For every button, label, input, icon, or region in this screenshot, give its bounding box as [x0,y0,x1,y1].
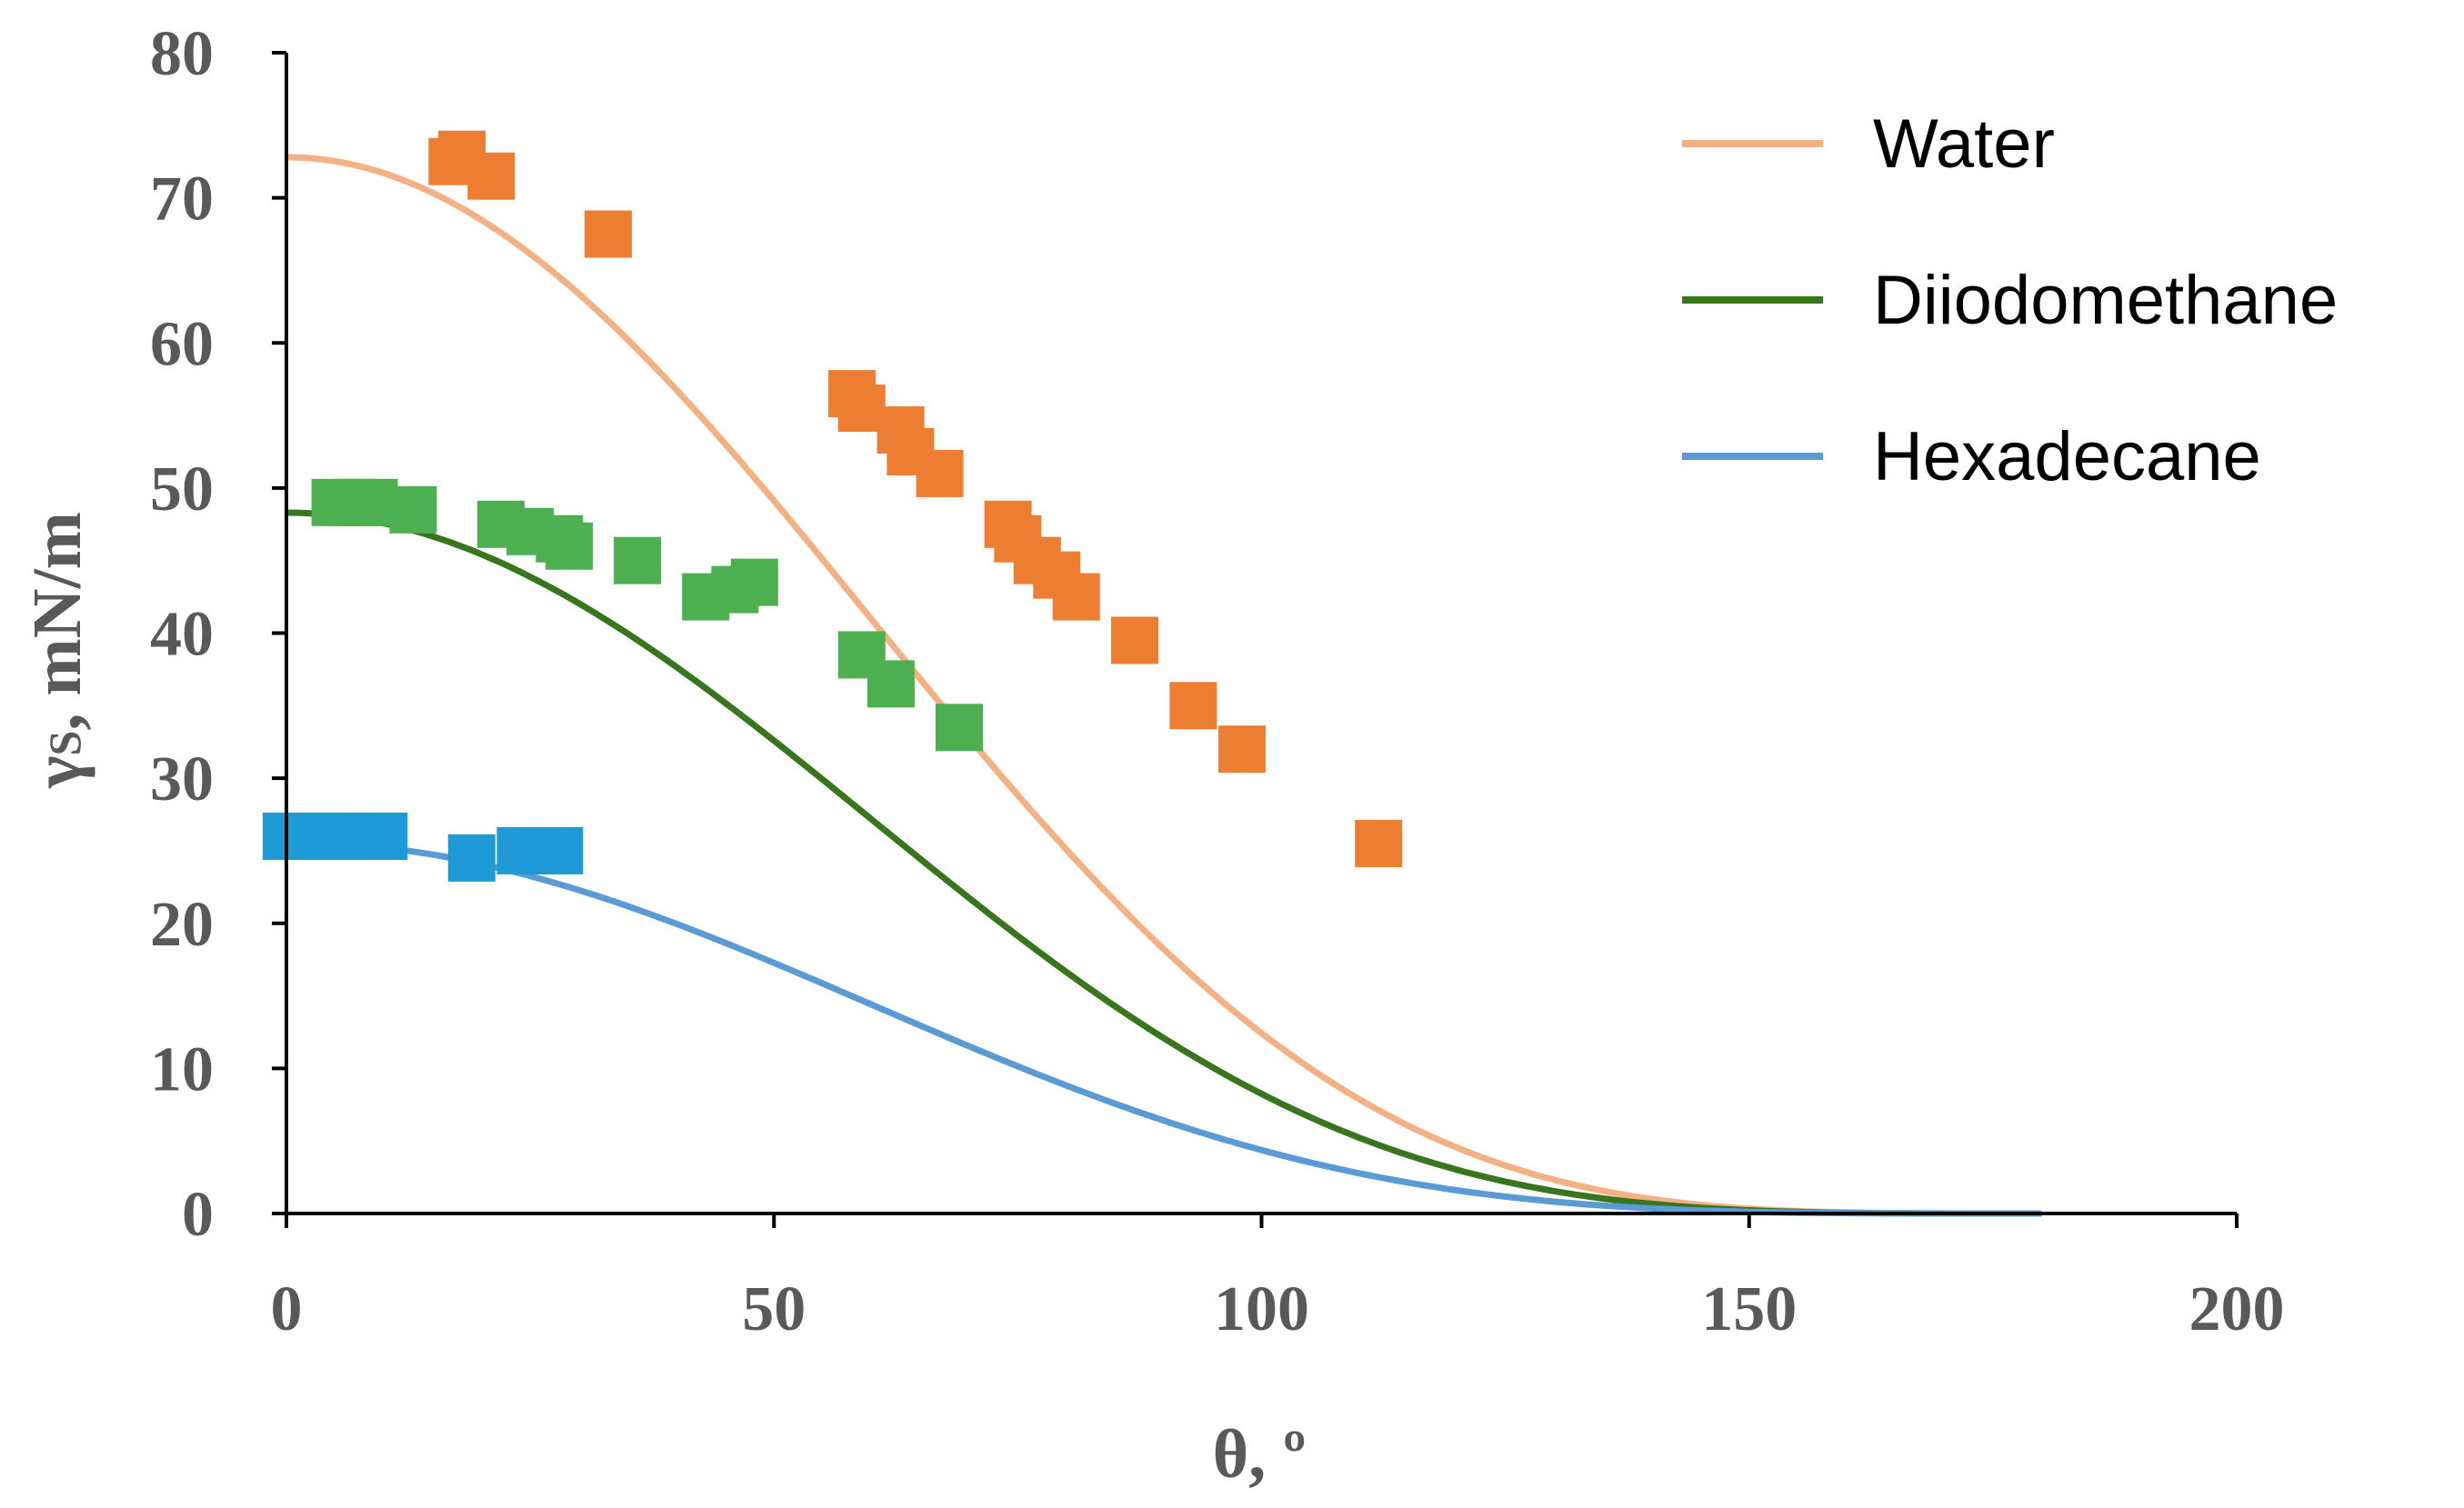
data-point-diiodomethane [546,522,594,570]
series-line-water [285,154,2042,1217]
series-hexadecane [263,812,2042,1217]
series-line-hexadecane [286,838,2042,1217]
y-tick-label: 10 [150,1034,214,1104]
y-axis-title: γS, mN/m [19,512,95,789]
data-point-water [1218,725,1267,774]
legend-label-hexadecane: Hexadecane [1873,418,2261,495]
x-axis-title: θ, º [1213,1416,1307,1493]
data-point-water [467,152,516,200]
legend-item-water: Water [1682,105,2055,183]
data-point-diiodomethane [730,558,778,606]
x-axis: 0 50 100 150 200 [271,1212,2285,1344]
y-tick-label: 80 [150,19,214,89]
data-point-water [584,210,632,258]
data-point-diiodomethane [614,536,662,584]
legend-label-water: Water [1873,105,2055,183]
data-point-water [1355,819,1403,867]
data-point-hexadecane [536,826,584,874]
data-point-hexadecane [360,812,408,860]
y-axis: 0 10 20 30 40 50 60 70 80 [150,19,288,1250]
legend-item-diiodomethane: Diiodomethane [1682,262,2338,339]
data-point-diiodomethane [936,704,984,752]
legend-label-diiodomethane: Diiodomethane [1873,262,2338,339]
legend-item-hexadecane: Hexadecane [1682,418,2261,495]
y-axis-title-main: γ [19,755,95,789]
x-tick-label: 50 [742,1274,806,1344]
data-point-diiodomethane [866,660,915,708]
x-tick-label: 100 [1214,1274,1309,1344]
data-point-diiodomethane [389,485,437,534]
y-axis-title-subscript: S [39,731,90,756]
legend: Water Diiodomethane Hexadecane [1682,105,2338,495]
y-tick-label: 50 [150,454,214,524]
x-tick-label: 0 [271,1274,303,1344]
y-tick-label: 70 [150,165,214,235]
data-point-water [916,449,964,497]
y-tick-label: 30 [150,744,214,814]
series-water [285,130,2042,1217]
data-point-water [1169,682,1217,730]
x-tick-label: 150 [1701,1274,1797,1344]
x-tick-label: 200 [2189,1274,2285,1344]
y-axis-title-rest: , mN/m [19,512,95,731]
y-tick-label: 60 [150,309,214,379]
y-tick-label: 40 [150,600,214,670]
data-point-water [1111,616,1159,664]
data-point-water [1052,573,1100,621]
y-tick-label: 20 [150,890,214,960]
y-tick-label: 0 [182,1180,214,1250]
data-point-hexadecane [447,834,496,882]
plot-area [263,130,2042,1217]
